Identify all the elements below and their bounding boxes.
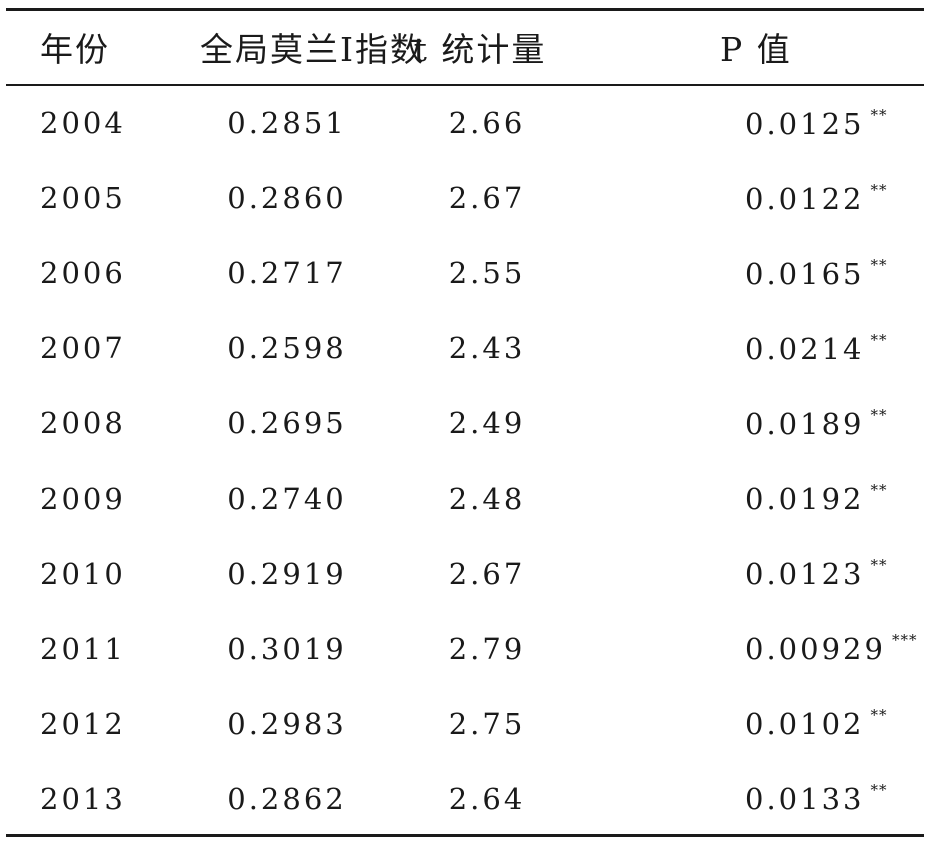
p-value-text: 0.00929 — [745, 632, 886, 667]
table-row: 2009 0.2740 2.48 0.0192 ** — [0, 464, 928, 534]
p-value-cell: 0.0102 ** — [580, 706, 928, 741]
moran-index-cell: 0.3019 — [227, 631, 347, 666]
t-statistic-cell: 2.67 — [448, 556, 526, 591]
t-statistic-cell: 2.75 — [448, 706, 526, 741]
significance-marker: ** — [870, 255, 888, 274]
year-cell: 2009 — [40, 481, 126, 516]
p-value-cell: 0.0192 ** — [580, 481, 928, 516]
p-value-cell: 0.0214 ** — [580, 331, 928, 366]
p-value-text: 0.0189 — [745, 406, 865, 441]
t-statistic-cell: 2.48 — [448, 481, 526, 516]
p-value-text: 0.0125 — [745, 106, 865, 141]
t-statistic-cell: 2.64 — [448, 781, 526, 816]
p-value-text: 0.0214 — [745, 331, 865, 366]
table-row: 2004 0.2851 2.66 0.0125 ** — [0, 88, 928, 158]
p-value-text: 0.0192 — [745, 482, 865, 516]
table-top-rule — [6, 8, 924, 11]
significance-marker: ** — [870, 781, 888, 800]
table-bottom-rule — [6, 834, 924, 837]
t-statistic-cell: 2.55 — [448, 256, 526, 291]
t-statistic-cell: 2.43 — [448, 331, 526, 366]
table-row: 2010 0.2919 2.67 0.0123 ** — [0, 539, 928, 609]
p-value-cell: 0.0125 ** — [580, 106, 928, 141]
p-value-cell: 0.0123 ** — [580, 556, 928, 591]
header-t-statistic: t 统计量 — [413, 30, 547, 69]
moran-index-cell: 0.2717 — [227, 256, 347, 291]
moran-index-cell: 0.2695 — [227, 406, 347, 441]
year-cell: 2013 — [40, 781, 126, 816]
moran-index-cell: 0.2740 — [227, 481, 347, 516]
table-row: 2005 0.2860 2.67 0.0122 ** — [0, 163, 928, 233]
table-header-row: 年份 全局莫兰Ⅰ指数 t 统计量 P 值 — [0, 12, 928, 82]
table-row: 2013 0.2862 2.64 0.0133 ** — [0, 764, 928, 834]
moran-index-cell: 0.2851 — [227, 106, 347, 140]
year-cell: 2005 — [40, 181, 126, 216]
year-cell: 2008 — [40, 406, 126, 441]
year-cell: 2004 — [40, 106, 126, 140]
p-value-cell: 0.0133 ** — [580, 781, 928, 816]
year-cell: 2007 — [40, 331, 126, 366]
p-value-cell: 0.0189 ** — [580, 406, 928, 441]
significance-marker: ** — [870, 481, 888, 499]
significance-marker: ** — [870, 556, 888, 575]
table-row: 2006 0.2717 2.55 0.0165 ** — [0, 238, 928, 308]
t-statistic-cell: 2.67 — [448, 181, 526, 216]
moran-index-cell: 0.2862 — [227, 781, 347, 816]
significance-marker: ** — [870, 105, 888, 124]
moran-index-cell: 0.2919 — [227, 556, 347, 591]
header-moran-index: 全局莫兰Ⅰ指数 — [200, 30, 426, 69]
year-cell: 2011 — [40, 631, 126, 666]
significance-marker: *** — [891, 631, 918, 650]
moran-index-cell: 0.2983 — [227, 706, 347, 741]
p-value-cell: 0.0122 ** — [580, 181, 928, 216]
p-value-text: 0.0122 — [745, 181, 865, 216]
moran-index-cell: 0.2860 — [227, 181, 347, 216]
t-statistic-cell: 2.66 — [448, 106, 526, 140]
table-header-rule — [6, 84, 924, 86]
table-row: 2007 0.2598 2.43 0.0214 ** — [0, 313, 928, 383]
p-value-text: 0.0133 — [745, 782, 865, 817]
table-row: 2008 0.2695 2.49 0.0189 ** — [0, 388, 928, 458]
t-statistic-cell: 2.79 — [448, 631, 526, 666]
significance-marker: ** — [870, 405, 888, 424]
table-row: 2011 0.3019 2.79 0.00929 *** — [0, 614, 928, 684]
moran-index-cell: 0.2598 — [227, 331, 347, 366]
p-value-text: 0.0102 — [745, 707, 865, 742]
significance-marker: ** — [870, 330, 888, 349]
year-cell: 2010 — [40, 556, 126, 591]
header-p-value: P 值 — [720, 30, 792, 69]
p-value-cell: 0.00929 *** — [580, 631, 928, 666]
table-row: 2012 0.2983 2.75 0.0102 ** — [0, 689, 928, 759]
significance-marker: ** — [870, 180, 888, 199]
t-statistic-cell: 2.49 — [448, 406, 526, 441]
year-cell: 2006 — [40, 256, 126, 291]
p-value-text: 0.0165 — [745, 256, 865, 291]
significance-marker: ** — [870, 706, 888, 725]
year-cell: 2012 — [40, 706, 126, 741]
p-value-cell: 0.0165 ** — [580, 256, 928, 291]
p-value-text: 0.0123 — [745, 557, 865, 592]
header-year: 年份 — [40, 30, 110, 69]
